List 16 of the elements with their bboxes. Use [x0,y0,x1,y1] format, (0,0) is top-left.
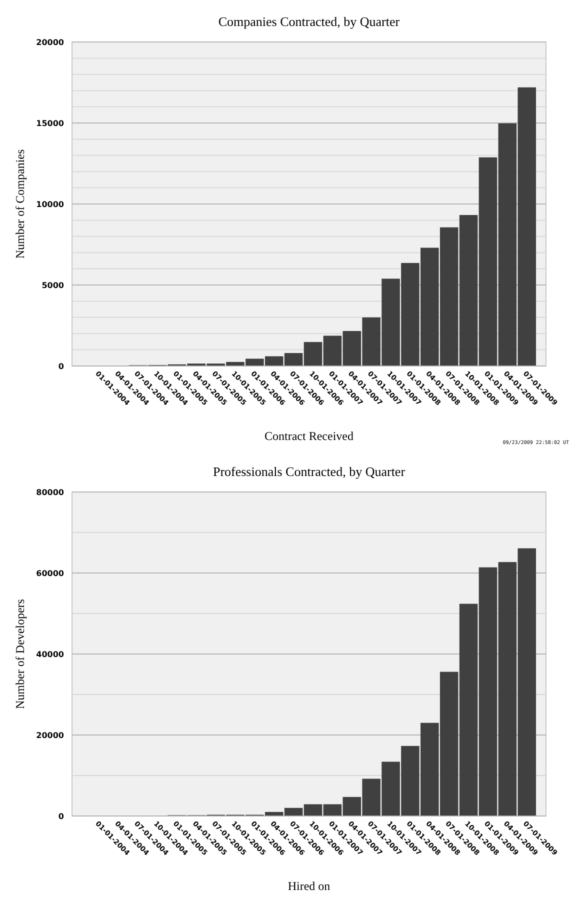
y-tick-label: 0 [58,362,64,371]
y-tick-label: 5000 [42,281,64,290]
chart-title: Professionals Contracted, by Quarter [212,464,406,479]
y-tick-label: 60000 [36,569,64,578]
y-axis-title: Number of Developers [13,598,27,709]
y-axis-title: Number of Companies [13,149,27,259]
x-axis-title: Hired on [288,879,330,893]
y-tick-label: 0 [58,812,64,821]
y-tick-label: 20000 [36,731,64,740]
chart-title: Companies Contracted, by Quarter [218,14,400,29]
y-tick-label: 15000 [36,119,64,128]
y-tick-label: 20000 [36,38,64,47]
x-axis-title: Contract Received [264,429,354,443]
y-tick-label: 40000 [36,650,64,659]
y-tick-label: 80000 [36,488,64,497]
y-tick-label: 10000 [36,200,64,209]
